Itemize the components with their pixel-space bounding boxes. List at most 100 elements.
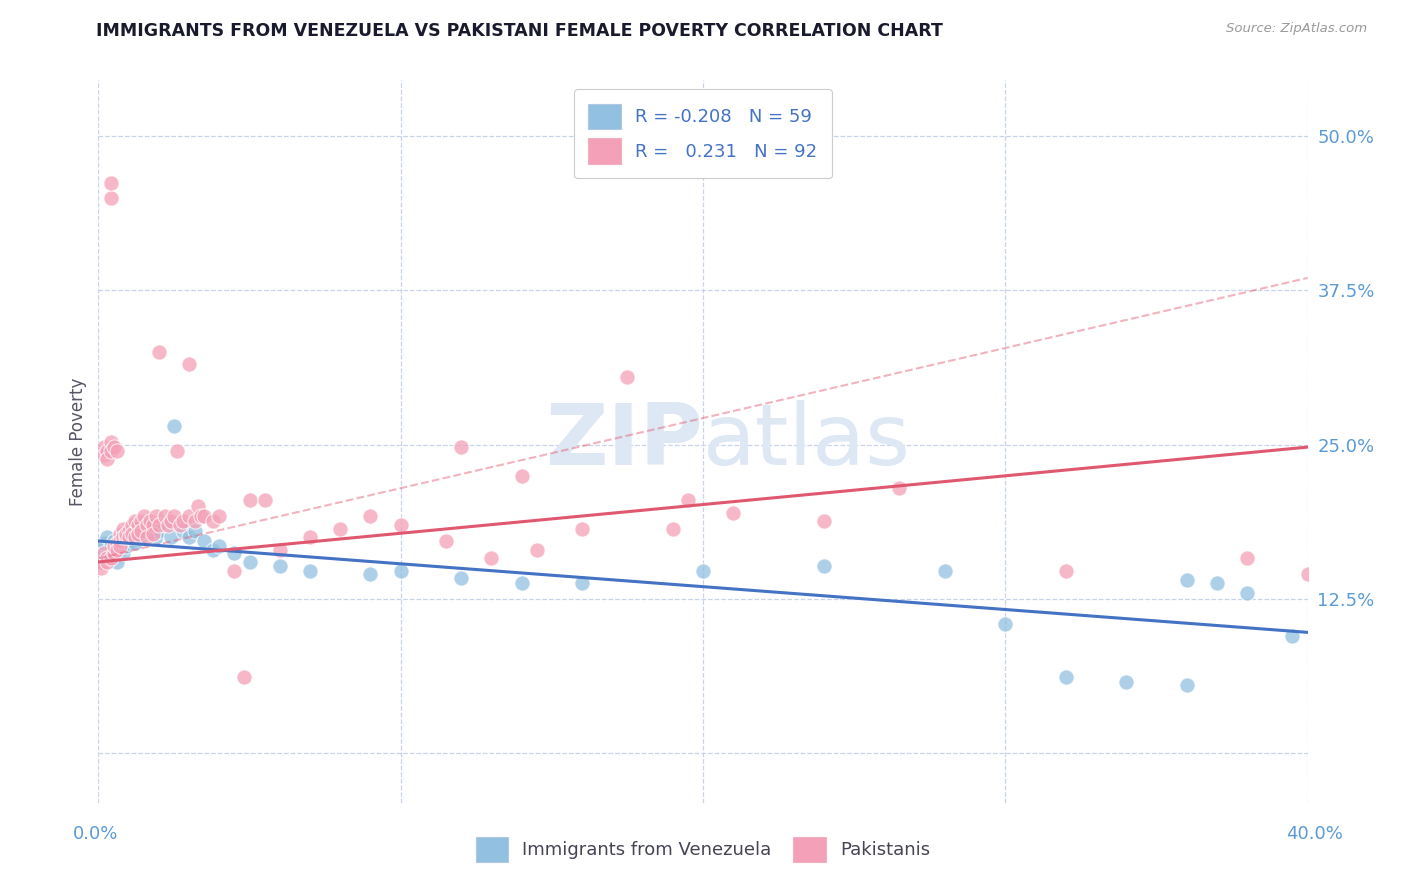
- Point: [813, 514, 835, 528]
- Point: [121, 530, 143, 544]
- Y-axis label: Female Poverty: Female Poverty: [69, 377, 87, 506]
- Point: [96, 551, 118, 566]
- Point: [100, 443, 122, 458]
- Point: [1175, 678, 1198, 692]
- Point: [142, 526, 165, 541]
- Point: [1236, 551, 1258, 566]
- Point: [124, 514, 146, 528]
- Text: Source: ZipAtlas.com: Source: ZipAtlas.com: [1226, 22, 1367, 36]
- Point: [105, 555, 128, 569]
- Point: [253, 493, 276, 508]
- Point: [96, 549, 118, 563]
- Point: [103, 545, 125, 559]
- Point: [232, 670, 254, 684]
- Point: [329, 522, 352, 536]
- Point: [160, 514, 183, 528]
- Point: [124, 530, 146, 544]
- Point: [121, 526, 143, 541]
- Point: [434, 533, 457, 548]
- Point: [96, 555, 118, 569]
- Point: [187, 500, 209, 514]
- Point: [160, 530, 183, 544]
- Point: [93, 448, 115, 462]
- Point: [124, 536, 146, 550]
- Point: [127, 517, 149, 532]
- Point: [108, 526, 131, 541]
- Point: [111, 522, 134, 536]
- Point: [108, 539, 131, 553]
- Point: [208, 509, 231, 524]
- Point: [299, 564, 322, 578]
- Point: [1281, 629, 1303, 643]
- Point: [148, 517, 170, 532]
- Point: [145, 530, 167, 544]
- Point: [105, 536, 128, 550]
- Point: [100, 539, 122, 553]
- Point: [166, 443, 188, 458]
- Point: [127, 526, 149, 541]
- Point: [103, 546, 125, 560]
- Point: [135, 517, 157, 532]
- Point: [121, 517, 143, 532]
- Point: [114, 539, 136, 553]
- Point: [153, 509, 176, 524]
- Point: [129, 514, 152, 528]
- Point: [129, 524, 152, 538]
- Text: ZIP: ZIP: [546, 400, 703, 483]
- Point: [108, 542, 131, 557]
- Point: [179, 509, 201, 524]
- Point: [510, 468, 533, 483]
- Point: [202, 542, 225, 557]
- Point: [676, 493, 699, 508]
- Point: [135, 530, 157, 544]
- Point: [481, 551, 503, 566]
- Text: atlas: atlas: [703, 400, 911, 483]
- Point: [148, 524, 170, 538]
- Point: [360, 509, 382, 524]
- Point: [156, 517, 179, 532]
- Point: [145, 509, 167, 524]
- Point: [208, 539, 231, 553]
- Text: 0.0%: 0.0%: [73, 825, 118, 843]
- Point: [118, 524, 141, 538]
- Point: [510, 576, 533, 591]
- Point: [114, 530, 136, 544]
- Point: [114, 526, 136, 541]
- Point: [142, 522, 165, 536]
- Point: [100, 551, 122, 566]
- Point: [526, 542, 548, 557]
- Point: [184, 524, 207, 538]
- Point: [118, 524, 141, 538]
- Point: [1054, 564, 1077, 578]
- Point: [118, 530, 141, 544]
- Point: [1115, 674, 1137, 689]
- Point: [269, 558, 291, 573]
- Point: [132, 524, 155, 538]
- Point: [108, 533, 131, 548]
- Point: [163, 419, 186, 434]
- Point: [139, 526, 162, 541]
- Point: [90, 561, 112, 575]
- Point: [103, 533, 125, 548]
- Point: [96, 530, 118, 544]
- Legend: Immigrants from Venezuela, Pakistanis: Immigrants from Venezuela, Pakistanis: [468, 830, 938, 870]
- Point: [142, 517, 165, 532]
- Point: [692, 564, 714, 578]
- Legend: R = -0.208   N = 59, R =   0.231   N = 92: R = -0.208 N = 59, R = 0.231 N = 92: [574, 89, 832, 178]
- Point: [934, 564, 956, 578]
- Text: 40.0%: 40.0%: [1286, 825, 1343, 843]
- Point: [661, 522, 683, 536]
- Point: [100, 435, 122, 450]
- Point: [360, 567, 382, 582]
- Point: [111, 530, 134, 544]
- Point: [813, 558, 835, 573]
- Point: [93, 555, 115, 569]
- Point: [193, 509, 215, 524]
- Point: [114, 526, 136, 541]
- Point: [389, 564, 412, 578]
- Point: [224, 546, 246, 560]
- Point: [1296, 567, 1319, 582]
- Point: [1236, 586, 1258, 600]
- Point: [100, 191, 122, 205]
- Point: [132, 509, 155, 524]
